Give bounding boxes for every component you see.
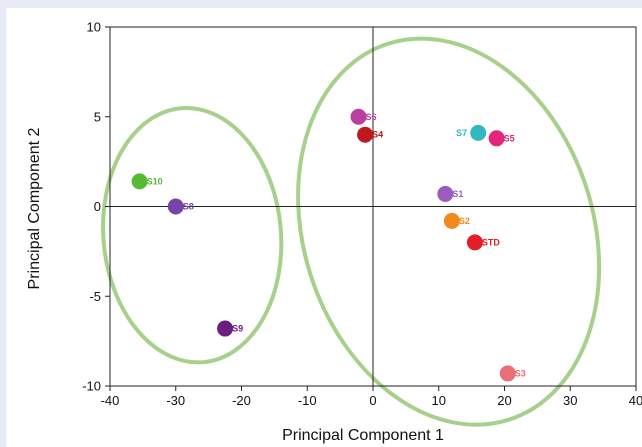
point-s3 <box>499 365 516 382</box>
point-s9 <box>217 320 234 337</box>
point-label-s10: S10 <box>147 176 163 186</box>
point-label-s7: S7 <box>456 128 467 138</box>
point-label-s9: S9 <box>232 324 243 334</box>
point-s10 <box>131 173 148 190</box>
axis-ticks: -40 -30 -20 -10 0 10 20 30 40 -10 -5 0 5 10 <box>82 20 642 409</box>
point-label-s4: S4 <box>372 130 383 140</box>
x-tick-label: -10 <box>298 393 317 408</box>
point-s8 <box>167 198 184 215</box>
point-s5 <box>488 130 505 147</box>
cluster-ellipses <box>101 36 602 427</box>
x-tick-label: 30 <box>563 393 577 408</box>
cluster-ellipse-2 <box>296 36 602 427</box>
chart-panel: -40 -30 -20 -10 0 10 20 30 40 -10 -5 0 5 10 S10 S8 S9 S6… <box>6 8 642 447</box>
x-tick-label: -30 <box>166 393 185 408</box>
point-label-s1: S1 <box>452 189 463 199</box>
x-tick-label: -40 <box>101 393 120 408</box>
cluster-ellipse-1 <box>101 106 284 365</box>
point-s7 <box>470 124 487 141</box>
point-std <box>466 234 483 251</box>
point-label-std: STD <box>482 237 501 247</box>
y-tick-label: 0 <box>94 199 101 214</box>
point-s1 <box>437 185 454 202</box>
x-tick-label: 20 <box>497 393 511 408</box>
x-tick-label: 0 <box>369 393 376 408</box>
pca-scatter-chart: -40 -30 -20 -10 0 10 20 30 40 -10 -5 0 5 10 S10 S8 S9 S6… <box>26 20 642 445</box>
point-s4 <box>357 126 374 143</box>
point-s2 <box>443 212 460 229</box>
y-axis-title: Principal Component 2 <box>26 127 43 289</box>
y-tick-label: -10 <box>82 379 101 394</box>
point-label-s5: S5 <box>504 133 515 143</box>
point-label-s3: S3 <box>515 368 526 378</box>
y-tick-label: 10 <box>87 20 101 35</box>
point-label-s2: S2 <box>459 216 470 226</box>
data-points: S10 S8 S9 S6 S4 S7 S5 S1 S2 STD S3 <box>131 108 526 382</box>
x-axis-title: Principal Component 1 <box>282 427 444 444</box>
point-label-s8: S8 <box>183 202 194 212</box>
y-tick-label: 5 <box>94 109 101 124</box>
x-tick-label: 10 <box>432 393 446 408</box>
point-label-s6: S6 <box>366 112 377 122</box>
x-tick-label: -20 <box>232 393 251 408</box>
point-s6 <box>350 108 367 125</box>
y-tick-label: -5 <box>89 289 101 304</box>
x-tick-label: 40 <box>629 393 642 408</box>
